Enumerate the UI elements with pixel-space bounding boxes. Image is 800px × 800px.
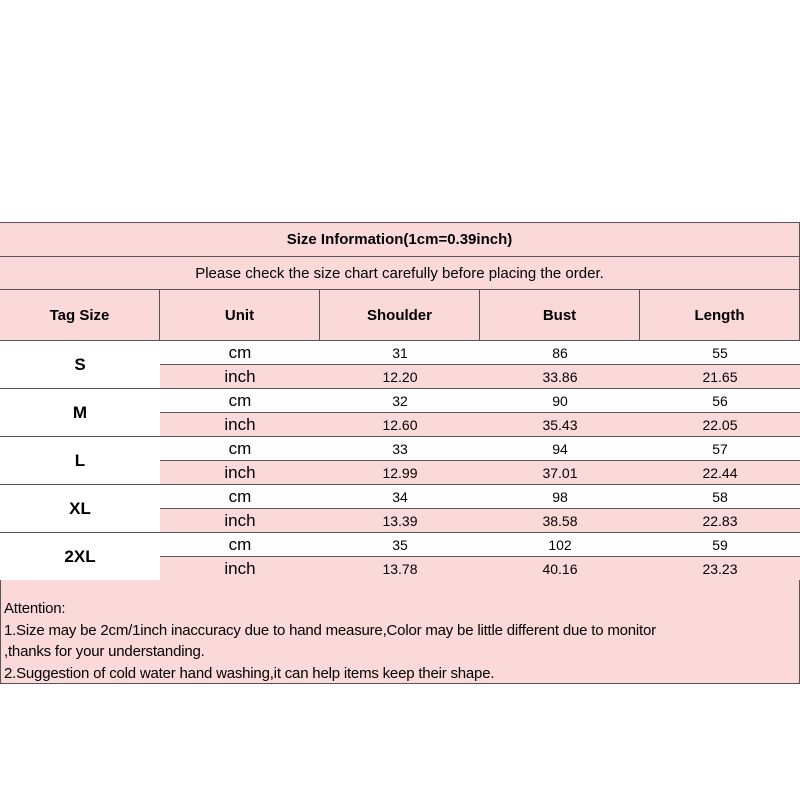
value-cell: 33 xyxy=(320,437,481,461)
value-cell: 59 xyxy=(640,533,800,557)
attention-note-1: 1.Size may be 2cm/1inch inaccuracy due t… xyxy=(4,621,656,639)
value-cell: 86 xyxy=(480,341,641,365)
value-cell: 35 xyxy=(320,533,481,557)
attention-heading: Attention: xyxy=(4,600,66,617)
unit-cell: cm xyxy=(160,485,321,509)
tag-size-cell: L xyxy=(0,437,161,485)
unit-cell: inch xyxy=(160,557,321,581)
tag-size-cell: S xyxy=(0,341,161,389)
column-header: Unit xyxy=(160,290,320,341)
value-cell: 38.58 xyxy=(480,509,641,533)
column-header: Tag Size xyxy=(0,290,160,341)
value-cell: 35.43 xyxy=(480,413,641,437)
value-cell: 55 xyxy=(640,341,800,365)
table-subtitle: Please check the size chart carefully be… xyxy=(0,257,800,290)
unit-cell: inch xyxy=(160,365,321,389)
column-header: Length xyxy=(640,290,800,341)
unit-cell: cm xyxy=(160,389,321,413)
tag-size-cell: 2XL xyxy=(0,533,161,581)
column-header: Bust xyxy=(480,290,640,341)
unit-cell: inch xyxy=(160,413,321,437)
size-chart-table: Size Information(1cm=0.39inch) Please che… xyxy=(0,222,800,684)
attention-note-2: 2.Suggestion of cold water hand washing,… xyxy=(4,664,495,682)
table-title: Size Information(1cm=0.39inch) xyxy=(0,223,800,257)
value-cell: 12.60 xyxy=(320,413,481,437)
unit-cell: inch xyxy=(160,509,321,533)
value-cell: 12.99 xyxy=(320,461,481,485)
value-cell: 21.65 xyxy=(640,365,800,389)
tag-size-cell: XL xyxy=(0,485,161,533)
unit-cell: cm xyxy=(160,341,321,365)
unit-cell: cm xyxy=(160,533,321,557)
value-cell: 22.83 xyxy=(640,509,800,533)
value-cell: 90 xyxy=(480,389,641,413)
value-cell: 33.86 xyxy=(480,365,641,389)
tag-size-cell: M xyxy=(0,389,161,437)
value-cell: 102 xyxy=(480,533,641,557)
value-cell: 22.44 xyxy=(640,461,800,485)
unit-cell: cm xyxy=(160,437,321,461)
attention-note-1-cont: ,thanks for your understanding. xyxy=(4,643,205,660)
value-cell: 23.23 xyxy=(640,557,800,581)
value-cell: 34 xyxy=(320,485,481,509)
value-cell: 98 xyxy=(480,485,641,509)
value-cell: 32 xyxy=(320,389,481,413)
value-cell: 57 xyxy=(640,437,800,461)
value-cell: 56 xyxy=(640,389,800,413)
column-header: Shoulder xyxy=(320,290,480,341)
value-cell: 13.78 xyxy=(320,557,481,581)
value-cell: 13.39 xyxy=(320,509,481,533)
value-cell: 37.01 xyxy=(480,461,641,485)
value-cell: 94 xyxy=(480,437,641,461)
unit-cell: inch xyxy=(160,461,321,485)
attention-notes: Attention: 1.Size may be 2cm/1inch inacc… xyxy=(0,580,800,684)
value-cell: 40.16 xyxy=(480,557,641,581)
value-cell: 12.20 xyxy=(320,365,481,389)
value-cell: 31 xyxy=(320,341,481,365)
value-cell: 58 xyxy=(640,485,800,509)
value-cell: 22.05 xyxy=(640,413,800,437)
